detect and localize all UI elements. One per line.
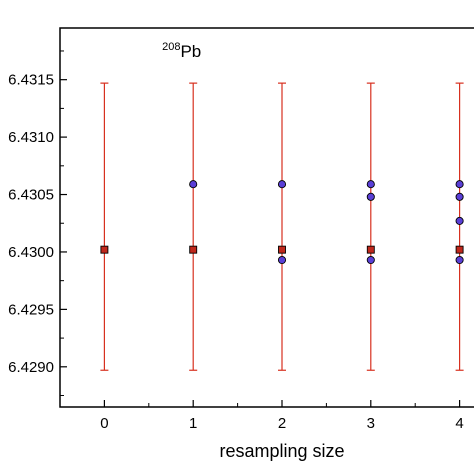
isotope-symbol: Pb — [180, 42, 201, 61]
sample-point — [189, 180, 198, 189]
y-tick-label: 6.4315 — [8, 72, 54, 89]
y-tick-label: 6.4305 — [8, 187, 54, 204]
mean-points — [100, 245, 464, 254]
isotope-mass-number: 208 — [162, 41, 180, 53]
sample-point — [455, 180, 464, 189]
sample-point — [455, 192, 464, 201]
plot-frame — [59, 27, 474, 408]
mean-point — [189, 245, 198, 254]
x-tick-label: 2 — [278, 415, 286, 432]
x-tick-label: 4 — [455, 415, 463, 432]
error-bars — [100, 82, 464, 371]
x-tick-label: 1 — [189, 415, 197, 432]
sample-point — [277, 180, 287, 189]
isotope-annotation: 208Pb — [162, 41, 201, 61]
sample-points — [189, 180, 464, 265]
y-tick-label: 6.4310 — [8, 129, 54, 146]
y-tick-label: 6.4300 — [8, 244, 54, 261]
sample-point — [366, 255, 375, 265]
y-axis-ticks: 6.4290 6.4295 6.4300 6.4305 6.4310 6.4315 — [8, 50, 67, 397]
y-tick-label: 6.4295 — [8, 301, 54, 318]
x-tick-label: 0 — [100, 415, 108, 432]
sample-point — [366, 180, 375, 189]
sample-point — [455, 216, 464, 225]
mean-point — [366, 245, 375, 254]
sample-point — [366, 192, 375, 201]
x-tick-label: 3 — [367, 415, 375, 432]
sample-point — [277, 255, 287, 265]
y-tick-label: 6.4290 — [8, 359, 54, 376]
sample-point — [455, 255, 464, 265]
x-axis-ticks: 0 1 2 3 4 — [100, 400, 464, 432]
mean-point — [100, 245, 109, 254]
mean-point — [455, 245, 464, 254]
mean-point — [278, 245, 286, 254]
x-axis-title: resampling size — [219, 441, 344, 461]
